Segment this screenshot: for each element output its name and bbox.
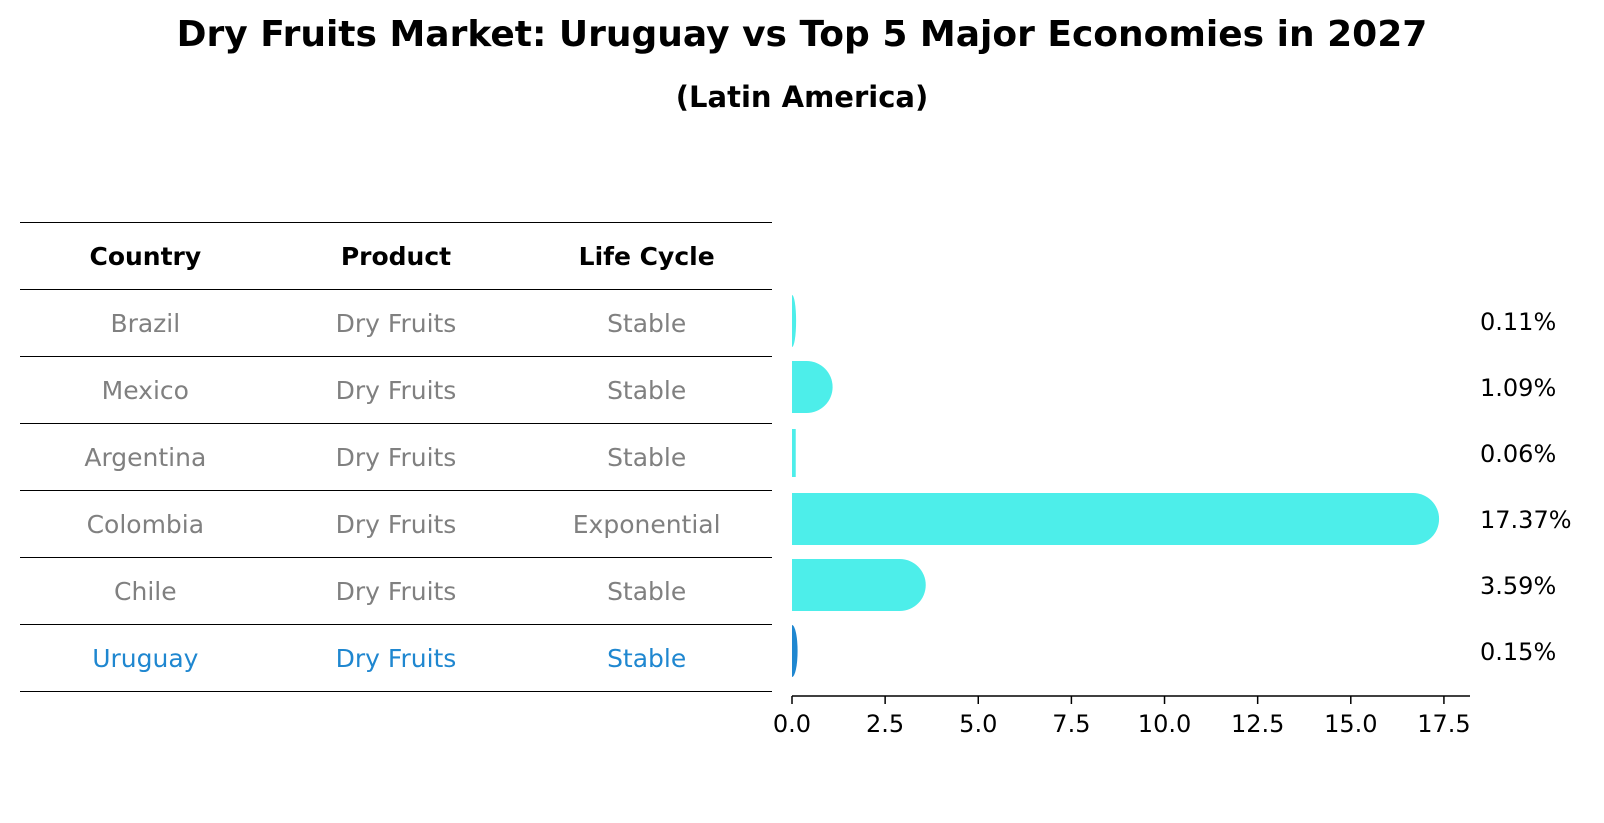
- life-cycle-cell: Stable: [521, 423, 772, 491]
- country-cell: Brazil: [20, 289, 271, 357]
- x-tick-label: 17.5: [1417, 710, 1470, 738]
- x-tick-label: 10.0: [1138, 710, 1191, 738]
- chart-title: Dry Fruits Market: Uruguay vs Top 5 Majo…: [176, 14, 1428, 55]
- country-cell: Mexico: [20, 356, 271, 424]
- life-cycle-cell: Exponential: [521, 490, 772, 558]
- product-cell: Dry Fruits: [270, 557, 522, 625]
- x-tick-label: 0.0: [773, 710, 811, 738]
- country-cell: Colombia: [20, 490, 271, 558]
- bar-uruguay: [792, 625, 798, 677]
- product-cell: Dry Fruits: [270, 423, 522, 491]
- table-row: Brazil Dry Fruits Stable: [20, 289, 772, 357]
- x-tick-label: 15.0: [1324, 710, 1377, 738]
- bar-colombia: [792, 493, 1440, 545]
- column-header-product: Product: [270, 222, 522, 290]
- life-cycle-cell: Stable: [521, 624, 772, 692]
- life-cycle-cell: Stable: [521, 356, 772, 424]
- country-cell: Argentina: [20, 423, 271, 491]
- bar-value-label: 0.06%: [1480, 440, 1556, 468]
- bar-mexico: [792, 361, 833, 413]
- bar-brazil: [792, 295, 797, 347]
- x-tick-label: 5.0: [959, 710, 997, 738]
- market-table: Country Product Life Cycle Brazil Dry Fr…: [20, 222, 772, 692]
- product-cell: Dry Fruits: [270, 624, 522, 692]
- x-tick-label: 7.5: [1052, 710, 1090, 738]
- life-cycle-cell: Stable: [521, 557, 772, 625]
- country-cell: Chile: [20, 557, 271, 625]
- table-row: Colombia Dry Fruits Exponential: [20, 490, 772, 558]
- table-row: Argentina Dry Fruits Stable: [20, 423, 772, 491]
- bar-argentina: [792, 429, 796, 477]
- country-cell: Uruguay: [20, 624, 271, 692]
- table-row: Mexico Dry Fruits Stable: [20, 356, 772, 424]
- bar-value-label: 1.09%: [1480, 374, 1556, 402]
- product-cell: Dry Fruits: [270, 490, 522, 558]
- chart-subtitle: (Latin America): [675, 80, 929, 114]
- product-cell: Dry Fruits: [270, 356, 522, 424]
- x-tick-label: 12.5: [1231, 710, 1284, 738]
- bar-chile: [792, 559, 926, 611]
- bar-value-label: 0.15%: [1480, 638, 1556, 666]
- x-tick-label: 2.5: [866, 710, 904, 738]
- column-header-country: Country: [20, 222, 271, 290]
- product-cell: Dry Fruits: [270, 289, 522, 357]
- bar-value-label: 0.11%: [1480, 308, 1556, 336]
- life-cycle-cell: Stable: [521, 289, 772, 357]
- bar-value-label: 3.59%: [1480, 572, 1556, 600]
- table-header-row: Country Product Life Cycle: [20, 222, 772, 290]
- table-row-highlighted: Uruguay Dry Fruits Stable: [20, 624, 772, 692]
- table-row: Chile Dry Fruits Stable: [20, 557, 772, 625]
- column-header-life-cycle: Life Cycle: [521, 222, 772, 290]
- bar-value-label: 17.37%: [1480, 506, 1572, 534]
